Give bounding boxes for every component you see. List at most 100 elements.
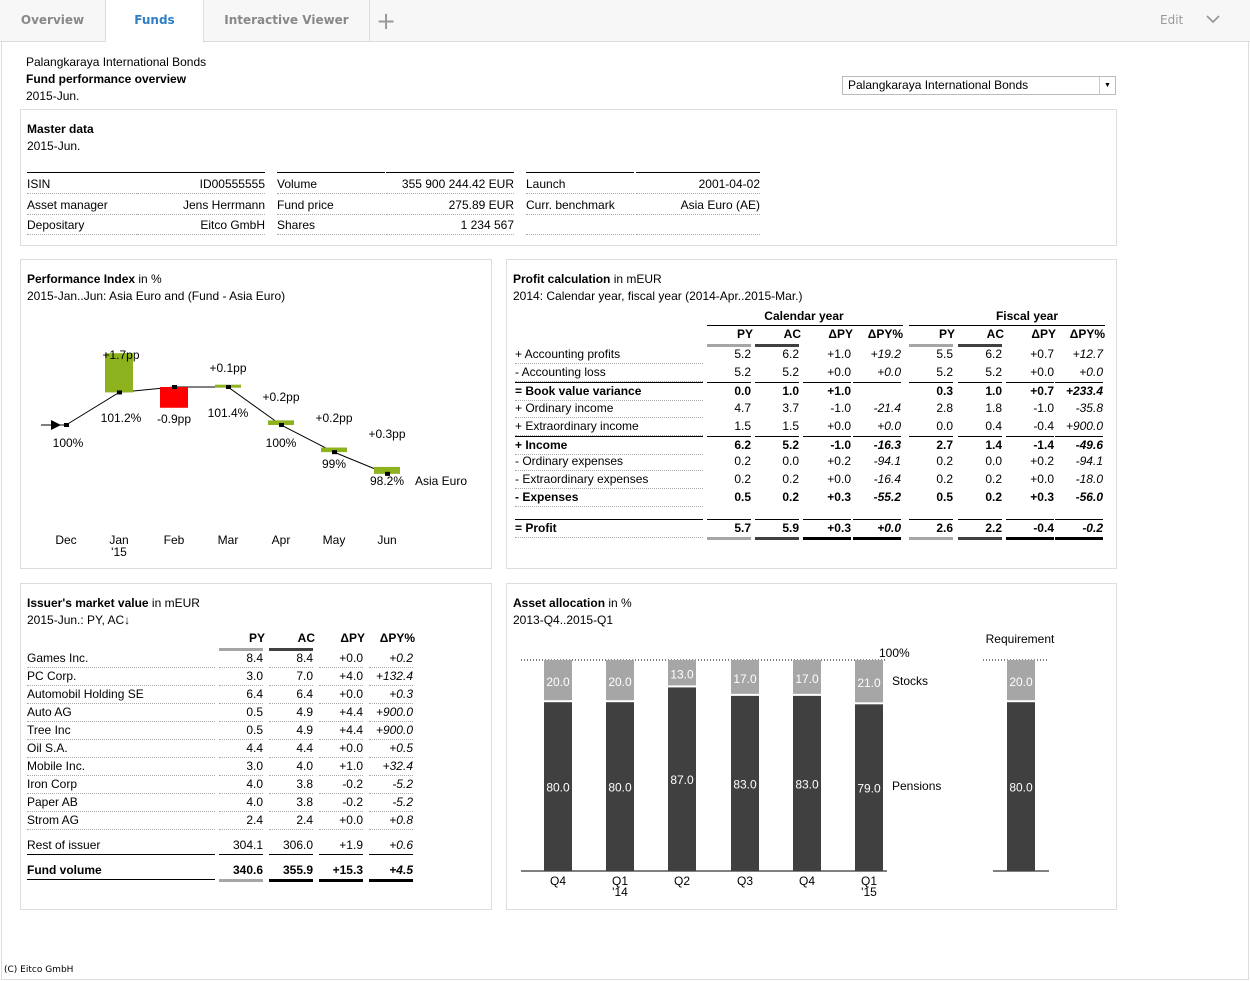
issuer-cell: +0.0: [319, 812, 363, 830]
issuer-panel: Issuer's market value in mEUR 2015-Jun.:…: [20, 583, 492, 910]
py-marker: [219, 648, 263, 651]
profit-col-header: ΔPY: [1031, 327, 1056, 341]
series-label: Asia Euro: [415, 474, 467, 488]
delta-label: +0.1pp: [209, 361, 246, 375]
stocks-value: 20.0: [608, 675, 632, 689]
profit-cell: -18.0: [1075, 472, 1103, 486]
profit-cell: 1.5: [782, 419, 799, 433]
requirement-pensions-bar: [1007, 702, 1035, 871]
profit-col-header: ΔPY: [828, 327, 853, 341]
chevron-down-icon[interactable]: [1205, 12, 1221, 26]
issuer-cell: +1.0: [319, 758, 363, 776]
category-label: Q4: [550, 874, 566, 888]
profit-cell: 5.7: [707, 519, 751, 540]
month-label: May: [323, 533, 346, 547]
profit-row-label: + Accounting profits: [515, 346, 703, 364]
master-value: 355 900 244.42 EUR: [386, 174, 514, 194]
delta-bar-jun: [374, 466, 400, 474]
pensions-value: 83.0: [795, 777, 819, 791]
profit-unit: in mEUR: [610, 272, 662, 286]
index-label: 100%: [53, 436, 84, 450]
issuer-total-cell: 340.6: [219, 862, 263, 882]
report-period: 2015-Jun.: [26, 89, 80, 103]
profit-cell: +0.0: [1030, 365, 1054, 379]
month-label: Dec: [55, 533, 76, 547]
pensions-value: 79.0: [857, 782, 881, 796]
profit-cell: +0.7: [1006, 382, 1054, 400]
delta-bar-feb: [160, 387, 188, 408]
profit-cell: 0.0: [985, 454, 1002, 468]
profit-cell: +1.0: [827, 347, 851, 361]
master-value: Eitco GmbH: [137, 215, 265, 235]
profit-cell: -16.4: [873, 472, 901, 486]
delta-bar-jan: [105, 353, 133, 393]
profit-cell: +0.0: [877, 365, 901, 379]
perf-subtitle: 2015-Jan..Jun: Asia Euro and (Fund - Asi…: [27, 289, 286, 303]
master-value: Jens Herrmann: [137, 195, 265, 215]
profit-cell: +1.0: [803, 382, 851, 400]
master-label: [526, 215, 634, 235]
asset-subtitle: 2013-Q4..2015-Q1: [513, 613, 614, 627]
profit-row-label: - Extraordinary expenses: [515, 471, 703, 489]
profit-cell: +19.2: [870, 347, 901, 361]
stocks-value: 17.0: [733, 672, 757, 686]
profit-cell: 3.7: [782, 401, 799, 415]
page-frame: [1, 42, 1249, 980]
issuer-rest-cell: +1.9: [319, 837, 363, 855]
delta-bar-apr: [268, 420, 294, 425]
master-label: Asset manager: [27, 195, 137, 215]
pensions-bar: [855, 704, 883, 871]
dropdown-arrow-icon[interactable]: ▼: [1099, 77, 1115, 94]
master-label: Depositary: [27, 215, 137, 235]
delta-bar-may: [321, 447, 347, 453]
tab-interactive-viewer[interactable]: Interactive Viewer: [204, 0, 370, 42]
pensions-value: 87.0: [670, 773, 694, 787]
tab-funds[interactable]: Funds: [106, 0, 204, 43]
group-rule: [707, 325, 903, 326]
master-label: Fund price: [277, 195, 385, 215]
calendar-year-header: Calendar year: [764, 309, 844, 323]
month-label: Mar: [218, 533, 239, 547]
profit-cell: 5.2: [755, 436, 799, 454]
requirement-label: Requirement: [986, 632, 1055, 646]
profit-row-label: + Ordinary income: [515, 400, 703, 418]
profit-cell: 0.2: [936, 472, 953, 486]
profit-cell: 2.7: [909, 436, 953, 454]
issuer-cell: +0.8: [369, 812, 413, 830]
fund-selector[interactable]: Palangkaraya International Bonds ▼: [842, 76, 1116, 95]
category-sublabel: '14: [612, 885, 628, 899]
master-rule: [526, 172, 634, 173]
profit-cell: 0.5: [734, 490, 751, 504]
issuer-total-label: Fund volume: [27, 862, 215, 880]
edit-button[interactable]: Edit: [1160, 13, 1184, 27]
hundred-label: 100%: [879, 646, 910, 660]
issuer-cell: +0.0: [319, 650, 363, 668]
issuer-col-header: PY: [248, 631, 265, 645]
pensions-bar: [544, 702, 572, 871]
issuer-cell: -5.2: [369, 776, 413, 794]
issuer-cell: +4.0: [319, 668, 363, 686]
profit-cell: 5.2: [782, 365, 799, 379]
profit-cell: 0.5: [936, 490, 953, 504]
ac-marker: [755, 344, 799, 347]
month-label: Apr: [272, 533, 291, 547]
pensions-bar: [606, 702, 634, 871]
pensions-value: 80.0: [608, 781, 632, 795]
pensions-series-label: Pensions: [892, 779, 941, 793]
issuer-title: Issuer's market value: [27, 596, 149, 610]
stocks-bar: [855, 660, 883, 703]
category-label: Q4: [799, 874, 815, 888]
profit-cell: +900.0: [1065, 419, 1103, 433]
issuer-cell: 0.5: [219, 722, 263, 740]
tab-overview[interactable]: Overview: [0, 0, 106, 42]
pensions-value: 83.0: [733, 777, 757, 791]
issuer-total-cell: 355.9: [269, 862, 313, 882]
master-label: Curr. benchmark: [526, 195, 634, 215]
issuer-cell: 8.4: [219, 650, 263, 668]
issuer-cell: 6.4: [219, 686, 263, 704]
add-tab-icon[interactable]: +: [376, 7, 397, 35]
master-rule: [386, 172, 514, 173]
performance-chart: +1.7pp -0.9pp +0.1pp +0.2pp +0.2pp +0.3pp 100%…: [41, 348, 467, 559]
asset-panel: Asset allocation in % 2013-Q4..2015-Q1 1…: [506, 583, 1117, 910]
master-label: ISIN: [27, 174, 137, 194]
